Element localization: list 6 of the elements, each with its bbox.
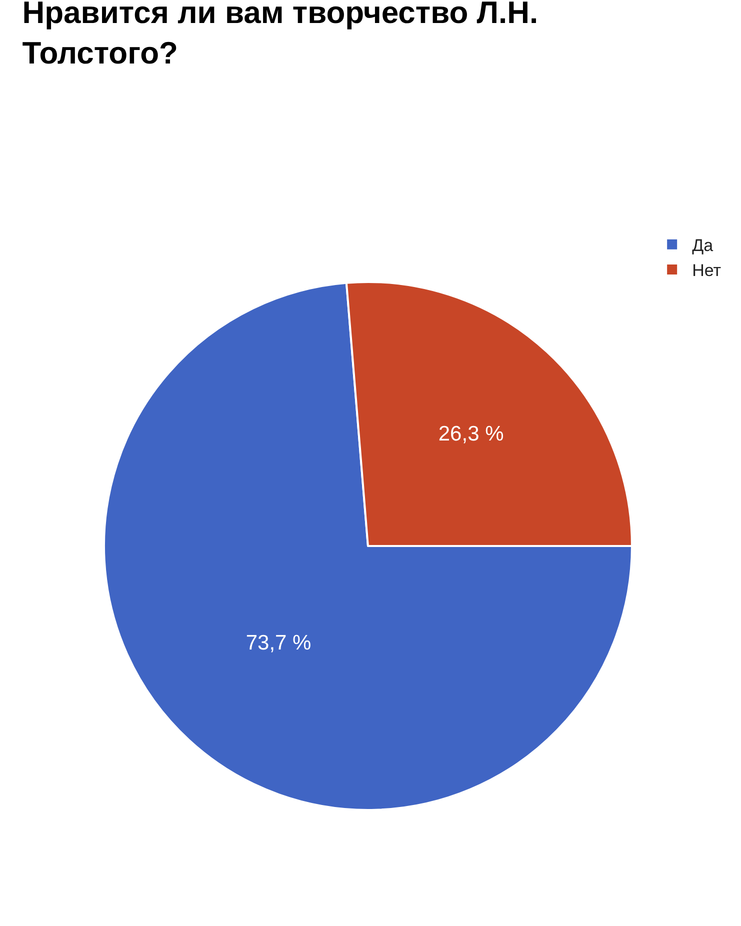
data-label: 73,7 % [246,632,312,655]
chart-title: Нравится ли вам творчество Л.Н. Толстого? [22,0,538,70]
pie-slice [103,282,633,811]
legend-label: Да [692,236,714,256]
data-label: 26,3 % [438,422,504,446]
legend-label: Нет [692,261,722,280]
